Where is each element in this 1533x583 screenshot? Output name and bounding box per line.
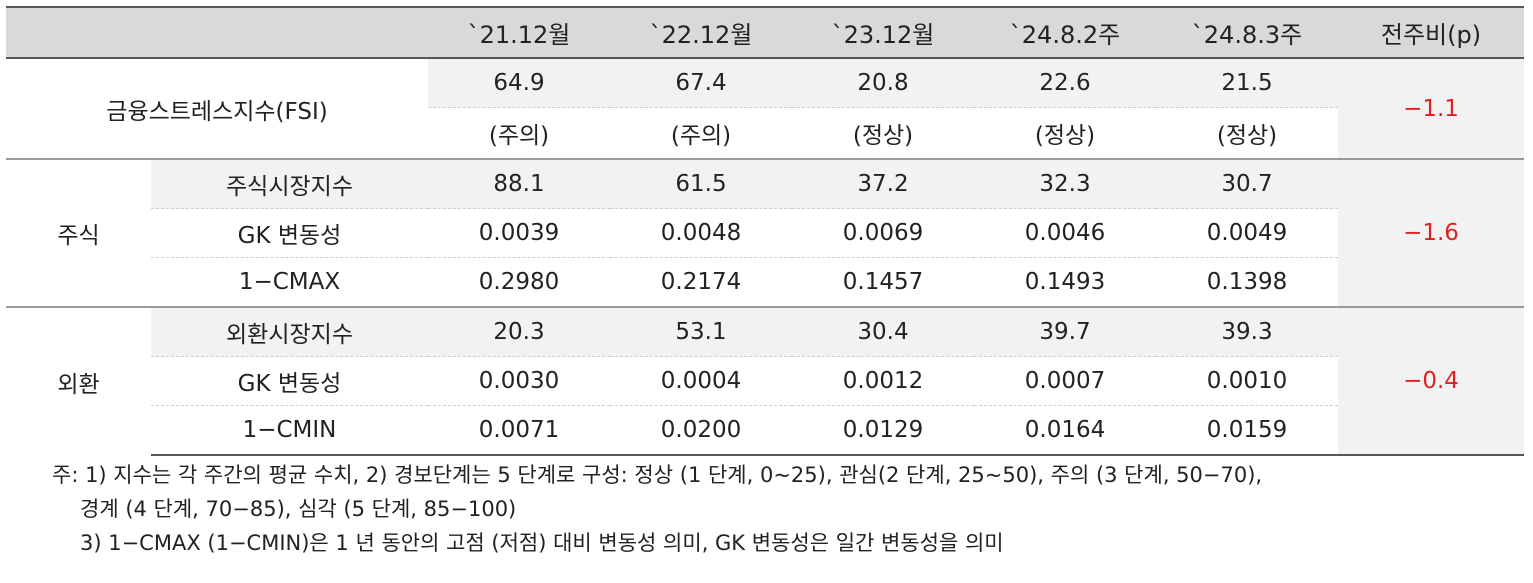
- header-col-3: `23.12월: [792, 6, 974, 59]
- header-row: `21.12월 `22.12월 `23.12월 `24.8.2주 `24.8.3…: [6, 6, 1524, 59]
- table-notes: 주: 1) 지수는 각 주간의 평균 수치, 2) 경보단계는 5 단계로 구성…: [52, 458, 1262, 560]
- fx-row-2: GK 변동성 0.0030 0.0004 0.0012 0.0007 0.001…: [6, 356, 1524, 406]
- fsi-value: 20.8: [792, 58, 974, 108]
- stock-row-1: 주식 주식시장지수 88.1 61.5 37.2 32.3 30.7 −1.6: [6, 158, 1524, 307]
- fx-row-name: 1−CMIN: [151, 405, 428, 456]
- stock-value: 0.0048: [610, 208, 792, 258]
- fsi-change: −1.1: [1338, 58, 1524, 159]
- note-line-3: 3) 1−CMAX (1−CMIN)은 1 년 동안의 고점 (저점) 대비 변…: [80, 531, 1004, 555]
- fsi-label: 금융스트레스지수(FSI): [106, 98, 328, 125]
- stock-row-2: GK 변동성 0.0039 0.0048 0.0069 0.0046 0.004…: [6, 208, 1524, 258]
- stock-value: 0.2174: [660, 269, 742, 295]
- header-col-2: `22.12월: [610, 6, 792, 59]
- stock-value: 0.0069: [792, 208, 974, 258]
- stock-value: 37.2: [792, 158, 974, 209]
- stock-value: 0.1398: [1206, 269, 1288, 295]
- header-change: 전주비(p): [1338, 6, 1524, 59]
- fx-value: 39.7: [974, 306, 1156, 357]
- stock-value: 0.1493: [1024, 269, 1106, 295]
- fx-value: 0.0071: [428, 405, 610, 456]
- fsi-value: 21.5: [1156, 58, 1338, 108]
- fsi-table: `21.12월 `22.12월 `23.12월 `24.8.2주 `24.8.3…: [6, 6, 1524, 456]
- stock-row-name: 주식시장지수: [151, 158, 428, 209]
- fsi-value: 64.9: [428, 58, 610, 108]
- stock-row-name: GK 변동성: [151, 208, 428, 258]
- fx-row-name: 외환시장지수: [151, 306, 428, 357]
- note-line-1: 주: 1) 지수는 각 주간의 평균 수치, 2) 경보단계는 5 단계로 구성…: [52, 463, 1263, 487]
- fx-value: 0.0012: [792, 356, 974, 406]
- fx-change: −0.4: [1338, 306, 1524, 456]
- fsi-status: (정상): [1034, 123, 1096, 149]
- fx-value: 0.0200: [610, 405, 792, 456]
- fx-value: 53.1: [610, 306, 792, 357]
- fx-value: 0.0030: [428, 356, 610, 406]
- fx-row-name: GK 변동성: [151, 356, 428, 406]
- stock-value: 88.1: [428, 158, 610, 209]
- fx-row-1: 외환 외환시장지수 20.3 53.1 30.4 39.7 39.3 −0.4: [6, 306, 1524, 456]
- fsi-value: 22.6: [974, 58, 1156, 108]
- fx-value: 0.0010: [1156, 356, 1338, 406]
- stock-value: 0.0039: [428, 208, 610, 258]
- fsi-status-row: (주의) (주의) (정상) (정상) (정상): [6, 108, 1524, 160]
- fx-value: 30.4: [792, 306, 974, 357]
- fsi-status: (정상): [852, 123, 914, 149]
- stock-value: 0.0049: [1156, 208, 1338, 258]
- stock-value: 0.2980: [478, 269, 560, 295]
- stock-row-3: 1−CMAX 0.2980 0.2174 0.1457 0.1493 0.139…: [6, 258, 1524, 308]
- fsi-status: (정상): [1216, 123, 1278, 149]
- stock-value: 32.3: [974, 158, 1156, 209]
- fx-value: 39.3: [1156, 306, 1338, 357]
- fsi-value-row: 금융스트레스지수(FSI) 64.9 67.4 20.8 22.6 21.5 −…: [6, 58, 1524, 159]
- fx-row-3: 1−CMIN 0.0071 0.0200 0.0129 0.0164 0.015…: [6, 405, 1524, 456]
- note-line-2: 경계 (4 단계, 70−85), 심각 (5 단계, 85−100): [80, 497, 517, 521]
- stock-label: 주식: [6, 158, 151, 307]
- header-col-1: `21.12월: [428, 6, 610, 59]
- fsi-value: 67.4: [610, 58, 792, 108]
- stock-value: 0.1457: [842, 269, 924, 295]
- fx-value: 0.0164: [974, 405, 1156, 456]
- header-col-5: `24.8.3주: [1156, 6, 1338, 59]
- fsi-status: (주의): [488, 123, 550, 149]
- stock-change: −1.6: [1338, 158, 1524, 307]
- header-blank: [6, 6, 428, 59]
- fx-value: 0.0129: [792, 405, 974, 456]
- fx-value: 0.0004: [610, 356, 792, 406]
- stock-row-name: 1−CMAX: [238, 269, 341, 295]
- fx-value: 0.0007: [974, 356, 1156, 406]
- header-col-4: `24.8.2주: [974, 6, 1156, 59]
- stock-value: 0.0046: [974, 208, 1156, 258]
- stock-value: 30.7: [1156, 158, 1338, 209]
- stock-value: 61.5: [610, 158, 792, 209]
- fx-value: 20.3: [428, 306, 610, 357]
- fx-value: 0.0159: [1156, 405, 1338, 456]
- fsi-status: (주의): [670, 123, 732, 149]
- fx-label: 외환: [6, 306, 151, 455]
